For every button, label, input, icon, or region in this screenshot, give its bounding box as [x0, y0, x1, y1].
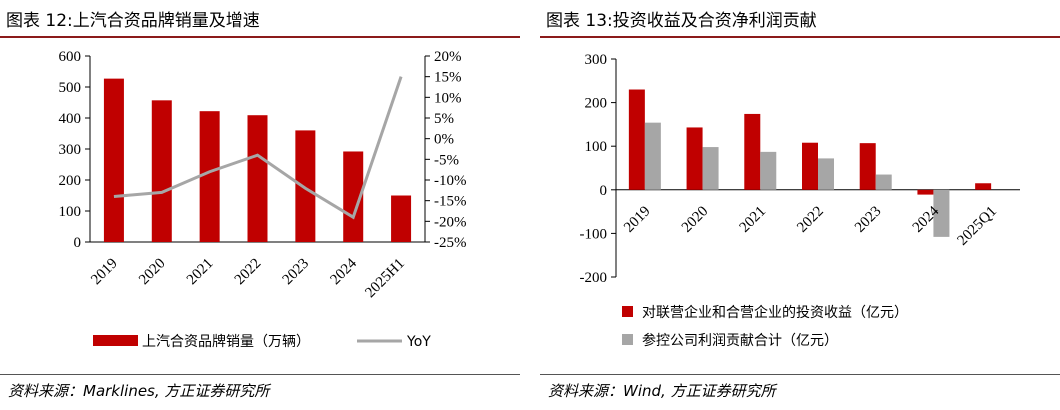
left-y2-tick-label: 10% — [434, 90, 462, 106]
left-y-tick-label: 200 — [59, 173, 82, 189]
sales-bar — [343, 151, 364, 242]
right-x-tick-label: 2019 — [621, 203, 654, 236]
left-y2-tick-label: -20% — [434, 214, 467, 230]
left-chart-title: 图表 12:上汽合资品牌销量及增速 — [6, 11, 260, 31]
sales-bar — [295, 130, 316, 242]
right-x-tick-label: 2021 — [737, 203, 770, 236]
left-y2-tick-label: -5% — [434, 152, 459, 168]
right-source-note: 资料来源：Wind, 方正证券研究所 — [548, 382, 776, 400]
investment-income-bar — [628, 89, 645, 190]
left-y-tick-label: 0 — [74, 235, 82, 251]
right-y-tick-label: -200 — [580, 270, 608, 286]
sales-bar — [151, 100, 172, 242]
sales-bar — [391, 195, 412, 242]
left-y2-tick-label: 15% — [434, 70, 462, 86]
right-chart: -200 -100 0 100 200 300 2019 2020 2021 2022 2023 20… — [580, 52, 1020, 349]
right-x-tick-label: 2023 — [852, 203, 885, 236]
profit-contribution-bar — [818, 158, 834, 190]
right-y-tick-label: -100 — [580, 226, 608, 242]
right-bottom-rule — [540, 374, 1060, 375]
left-y-tick-label: 300 — [59, 142, 82, 158]
investment-income-bar — [975, 183, 992, 190]
right-x-tick-label: 2025Q1 — [954, 203, 999, 248]
right-panel: 图表 13:投资收益及合资净利润贡献 -200 -100 0 100 200 300 201… — [540, 0, 1060, 410]
investment-income-bar — [802, 142, 818, 190]
left-y2-tick-label: -25% — [434, 235, 467, 251]
legend-swatch-investment-income — [622, 306, 633, 317]
profit-contribution-bar — [644, 122, 661, 190]
left-y2-tick-label: 5% — [434, 111, 454, 127]
legend-label-yoy: YoY — [406, 334, 431, 350]
left-panel: 图表 12:上汽合资品牌销量及增速 0 100 200 300 400 500 600 -25… — [0, 0, 520, 410]
left-bottom-rule — [0, 374, 520, 375]
right-y-tick-label: 300 — [585, 52, 608, 68]
left-source-note: 资料来源：Marklines, 方正证券研究所 — [8, 382, 270, 400]
profit-contribution-bar — [933, 189, 950, 237]
right-y-tick-label: 100 — [585, 139, 608, 155]
left-y2-tick-label: -10% — [434, 173, 467, 189]
sales-bar — [199, 111, 220, 243]
left-y2-tick-label: -15% — [434, 194, 467, 210]
left-x-tick-label: 2022 — [232, 256, 265, 289]
left-chart: 0 100 200 300 400 500 600 -25% -20% -15% -10% -5% 0%… — [59, 49, 467, 350]
left-x-tick-label: 2020 — [136, 256, 169, 289]
left-y2-tick-label: 0% — [434, 132, 454, 148]
legend-label-investment-income: 对联营企业和合营企业的投资收益（亿元） — [642, 304, 908, 321]
investment-income-bar — [917, 189, 934, 195]
left-y-tick-label: 400 — [59, 111, 82, 127]
investment-income-bar — [859, 143, 876, 190]
legend-swatch-profit-contribution — [622, 334, 633, 345]
sales-bar — [247, 115, 268, 242]
left-y-tick-label: 500 — [59, 80, 82, 96]
left-x-tick-label: 2025H1 — [362, 256, 407, 301]
sales-bar — [103, 78, 124, 242]
left-x-tick-label: 2023 — [280, 256, 313, 289]
investment-income-bar — [686, 127, 703, 190]
left-x-tick-label: 2021 — [184, 256, 217, 289]
profit-contribution-bar — [875, 174, 892, 190]
investment-income-bar — [744, 113, 761, 190]
right-x-tick-label: 2022 — [794, 203, 827, 236]
right-y-tick-label: 200 — [585, 96, 608, 112]
right-y-tick-label: 0 — [600, 183, 608, 199]
profit-contribution-bar — [702, 147, 719, 190]
legend-label-sales: 上汽合资品牌销量（万辆） — [142, 333, 310, 350]
legend-swatch-sales — [93, 335, 138, 346]
left-y2-tick-label: 20% — [434, 49, 462, 65]
left-y-tick-label: 100 — [59, 204, 82, 220]
left-x-tick-label: 2019 — [88, 256, 121, 289]
right-chart-title: 图表 13:投资收益及合资净利润贡献 — [546, 11, 817, 31]
right-top-rule — [540, 36, 1060, 38]
legend-label-profit-contribution: 参控公司利润贡献合计（亿元） — [642, 332, 838, 349]
left-top-rule — [0, 36, 520, 38]
left-x-tick-label: 2024 — [328, 255, 361, 288]
left-y-tick-label: 600 — [59, 49, 82, 65]
yoy-line — [113, 76, 403, 220]
right-x-tick-label: 2020 — [679, 203, 712, 236]
profit-contribution-bar — [760, 151, 777, 190]
